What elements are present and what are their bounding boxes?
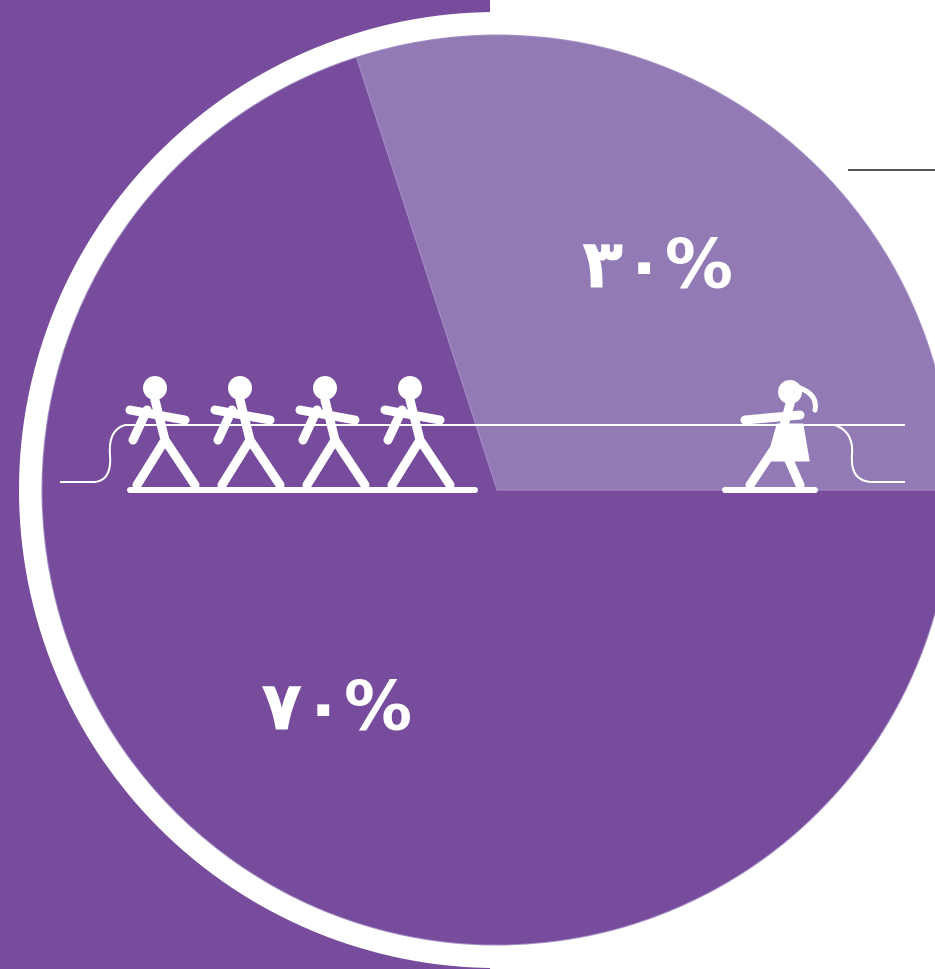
slice-label: ۷۰% [261,667,412,746]
pie [41,34,935,946]
pie-slice [355,34,935,491]
slice-label: ۳۰% [582,226,733,305]
rope [60,424,905,483]
pullers [125,376,818,493]
pie-slice [41,56,935,946]
tug-of-war-figures [60,376,905,493]
